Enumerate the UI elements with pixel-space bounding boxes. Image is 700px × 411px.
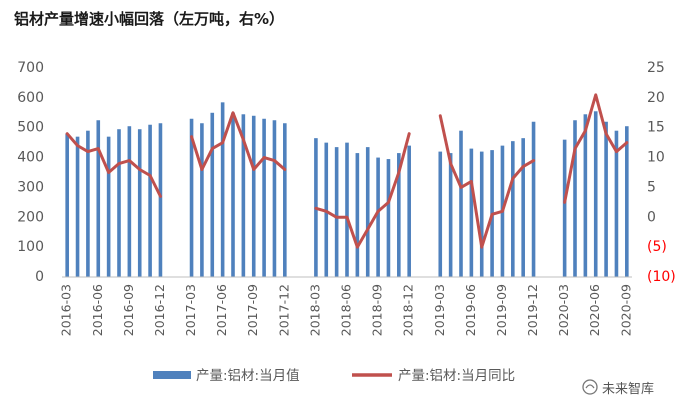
bar-2020-09 xyxy=(625,126,629,277)
bar-2019-04 xyxy=(448,153,453,277)
x-tick-label: 2019-12 xyxy=(525,284,540,336)
right-tick-label: 15 xyxy=(647,120,665,136)
bar-2016-09 xyxy=(127,126,132,277)
bar-2017-10 xyxy=(262,118,266,277)
x-tick-label: 2017-12 xyxy=(276,284,291,336)
line-series xyxy=(65,93,629,249)
bar-series xyxy=(65,102,629,278)
bar-2019-12 xyxy=(531,121,536,278)
line-segment-1 xyxy=(190,111,287,172)
bar-2016-03 xyxy=(65,133,69,277)
right-tick-label: 25 xyxy=(647,60,665,76)
bar-2020-05 xyxy=(583,114,588,277)
bar-2017-12 xyxy=(283,123,287,278)
legend-bar-swatch xyxy=(153,371,191,379)
bar-2016-12 xyxy=(158,123,163,278)
bar-2017-03 xyxy=(189,118,194,277)
bar-2020-03 xyxy=(562,139,567,277)
watermark: 未来智库 xyxy=(582,376,654,398)
bar-2016-10 xyxy=(137,129,142,277)
bar-2019-10 xyxy=(511,141,515,277)
bar-2017-11 xyxy=(272,120,277,277)
x-tick-label: 2020-09 xyxy=(618,284,633,336)
bar-2016-04 xyxy=(75,136,80,277)
x-tick-label: 2020-06 xyxy=(587,284,602,336)
left-tick-label: 500 xyxy=(17,120,44,136)
right-axis-ticks: (10) (5) 0 5 10 15 20 25 xyxy=(647,60,676,285)
bar-2020-04 xyxy=(573,120,577,277)
left-tick-label: 600 xyxy=(17,90,44,106)
bar-2016-11 xyxy=(148,124,152,277)
x-tick-label: 2019-06 xyxy=(463,284,478,336)
left-tick-label: 0 xyxy=(35,269,44,285)
bar-2016-07 xyxy=(106,136,111,277)
x-tick-label: 2016-03 xyxy=(59,284,74,336)
bar-2020-08 xyxy=(614,130,619,277)
legend-line-label: 产量:铝材:当月同比 xyxy=(398,368,515,384)
bar-2020-07 xyxy=(604,121,608,278)
left-tick-label: 200 xyxy=(17,209,44,225)
x-tick-label: 2016-12 xyxy=(152,284,167,336)
watermark-logo-icon xyxy=(582,379,598,395)
right-tick-label: 5 xyxy=(647,179,656,195)
bar-2018-12 xyxy=(407,145,411,277)
bar-2018-07 xyxy=(355,153,360,277)
right-tick-label: 20 xyxy=(647,90,665,106)
bar-2016-05 xyxy=(86,130,90,277)
line-segment-3 xyxy=(438,114,536,249)
line-segment-4 xyxy=(563,93,629,204)
bar-2018-11 xyxy=(397,153,401,277)
bar-2017-08 xyxy=(241,114,246,277)
right-tick-label: (10) xyxy=(647,269,676,285)
left-tick-label: 100 xyxy=(17,239,44,255)
bar-2019-05 xyxy=(459,130,463,277)
right-tick-label: (5) xyxy=(647,239,667,255)
right-tick-label: 0 xyxy=(647,209,656,225)
x-tick-label: 2016-06 xyxy=(90,284,105,336)
bar-2016-08 xyxy=(117,129,121,277)
bar-2017-06 xyxy=(220,102,225,277)
bar-2020-06 xyxy=(593,111,598,277)
line-segment-0 xyxy=(65,132,162,198)
bar-2019-06 xyxy=(469,148,474,277)
left-tick-label: 300 xyxy=(17,179,44,195)
left-axis-ticks: 0 100 200 300 400 500 600 700 xyxy=(17,60,44,285)
bar-2016-06 xyxy=(96,120,101,277)
bar-2017-07 xyxy=(231,112,235,277)
x-axis: 2016-03 2016-06 2016-09 2016-12 2017-03 2017-… xyxy=(59,276,633,336)
x-tick-label: 2019-03 xyxy=(432,284,447,336)
x-tick-label: 2018-12 xyxy=(401,284,416,336)
x-tick-label: 2018-06 xyxy=(339,284,354,336)
x-tick-label: 2019-09 xyxy=(494,284,509,336)
x-tick-label: 2018-09 xyxy=(370,284,385,336)
bar-2019-07 xyxy=(479,151,484,277)
line-segment-2 xyxy=(314,132,411,249)
left-tick-label: 400 xyxy=(17,150,44,166)
x-tick-label: 2017-03 xyxy=(183,284,198,336)
bar-2019-03 xyxy=(438,151,443,277)
bar-2018-08 xyxy=(365,147,370,277)
x-tick-label: 2017-09 xyxy=(245,284,260,336)
right-tick-label: 10 xyxy=(647,150,665,166)
bar-2017-09 xyxy=(251,115,256,278)
bar-2017-05 xyxy=(210,112,215,277)
x-tick-label: 2018-03 xyxy=(307,284,322,336)
bar-2018-09 xyxy=(376,157,380,277)
x-tick-label: 2016-09 xyxy=(121,284,136,336)
left-tick-label: 700 xyxy=(17,60,44,76)
x-tick-label: 2020-03 xyxy=(556,284,571,336)
chart-title: 铝材产量增速小幅回落（左万吨，右%） xyxy=(14,10,285,28)
x-tick-label: 2017-06 xyxy=(214,284,229,336)
watermark-text: 未来智库 xyxy=(602,381,655,397)
legend-bar-label: 产量:铝材:当月值 xyxy=(196,368,300,384)
bar-2018-06 xyxy=(345,142,349,277)
bar-2019-11 xyxy=(521,138,525,277)
legend: 产量:铝材:当月值 产量:铝材:当月同比 xyxy=(153,368,515,384)
bar-2018-05 xyxy=(334,147,339,277)
bar-2017-04 xyxy=(200,123,204,278)
bar-2018-10 xyxy=(386,159,391,277)
